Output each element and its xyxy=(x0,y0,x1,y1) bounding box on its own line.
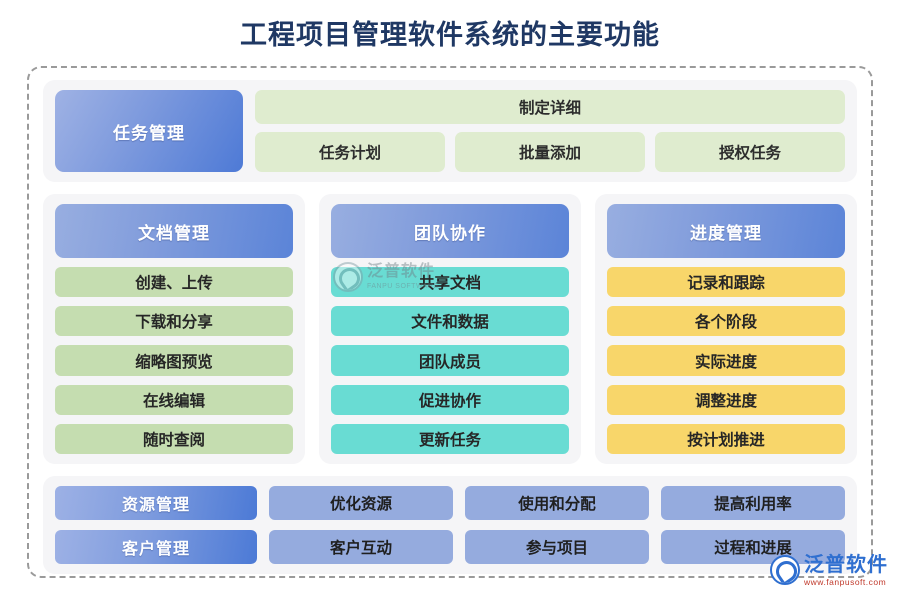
column-header-document[interactable]: 文档管理 xyxy=(55,204,293,258)
task-sub-item[interactable]: 任务计划 xyxy=(255,132,445,172)
diagram-container: 任务管理 制定详细 任务计划 批量添加 授权任务 文档管理 创建、上传 下载和分… xyxy=(27,66,873,578)
resource-item[interactable]: 使用和分配 xyxy=(465,486,649,520)
task-detail-plan[interactable]: 制定详细 xyxy=(255,90,845,124)
column-item[interactable]: 缩略图预览 xyxy=(55,345,293,376)
resource-item[interactable]: 提高利用率 xyxy=(661,486,845,520)
column-item[interactable]: 随时查阅 xyxy=(55,423,293,455)
task-sub-items: 任务计划 批量添加 授权任务 xyxy=(255,132,845,172)
column-item[interactable]: 在线编辑 xyxy=(55,384,293,415)
column-item[interactable]: 更新任务 xyxy=(331,423,569,455)
customer-item[interactable]: 过程和进展 xyxy=(661,530,845,564)
customer-item[interactable]: 客户互动 xyxy=(269,530,453,564)
column-item[interactable]: 团队成员 xyxy=(331,345,569,376)
column-header-progress[interactable]: 进度管理 xyxy=(607,204,845,258)
feature-columns: 文档管理 创建、上传 下载和分享 缩略图预览 在线编辑 随时查阅 团队协作 共享… xyxy=(43,194,857,464)
task-sub-item[interactable]: 批量添加 xyxy=(455,132,645,172)
column-item[interactable]: 文件和数据 xyxy=(331,306,569,337)
resource-item[interactable]: 优化资源 xyxy=(269,486,453,520)
resource-management-label[interactable]: 资源管理 xyxy=(55,486,257,520)
task-sub-item[interactable]: 授权任务 xyxy=(655,132,845,172)
column-item[interactable]: 促进协作 xyxy=(331,384,569,415)
column-item[interactable]: 记录和跟踪 xyxy=(607,267,845,298)
resource-customer-panel: 资源管理 优化资源 使用和分配 提高利用率 客户管理 客户互动 参与项目 过程和… xyxy=(43,476,857,574)
column-item[interactable]: 实际进度 xyxy=(607,345,845,376)
watermark-site-url: www.fanpusoft.com xyxy=(804,576,887,587)
page-title: 工程项目管理软件系统的主要功能 xyxy=(240,20,660,50)
column-progress-management: 进度管理 记录和跟踪 各个阶段 实际进度 调整进度 按计划推进 xyxy=(595,194,857,464)
column-header-team[interactable]: 团队协作 xyxy=(331,204,569,258)
column-item[interactable]: 共享文档 xyxy=(331,267,569,298)
task-management-panel: 任务管理 制定详细 任务计划 批量添加 授权任务 xyxy=(43,80,857,182)
column-item[interactable]: 调整进度 xyxy=(607,384,845,415)
customer-management-row: 客户管理 客户互动 参与项目 过程和进展 xyxy=(55,530,845,564)
column-team-collaboration: 团队协作 共享文档 文件和数据 团队成员 促进协作 更新任务 xyxy=(319,194,581,464)
column-document-management: 文档管理 创建、上传 下载和分享 缩略图预览 在线编辑 随时查阅 xyxy=(43,194,305,464)
column-item[interactable]: 各个阶段 xyxy=(607,306,845,337)
customer-item[interactable]: 参与项目 xyxy=(465,530,649,564)
task-management-details: 制定详细 任务计划 批量添加 授权任务 xyxy=(255,90,845,172)
column-item[interactable]: 下载和分享 xyxy=(55,306,293,337)
task-management-label[interactable]: 任务管理 xyxy=(55,90,243,172)
resource-management-row: 资源管理 优化资源 使用和分配 提高利用率 xyxy=(55,486,845,520)
column-item[interactable]: 按计划推进 xyxy=(607,423,845,455)
column-item[interactable]: 创建、上传 xyxy=(55,267,293,298)
customer-management-label[interactable]: 客户管理 xyxy=(55,530,257,564)
